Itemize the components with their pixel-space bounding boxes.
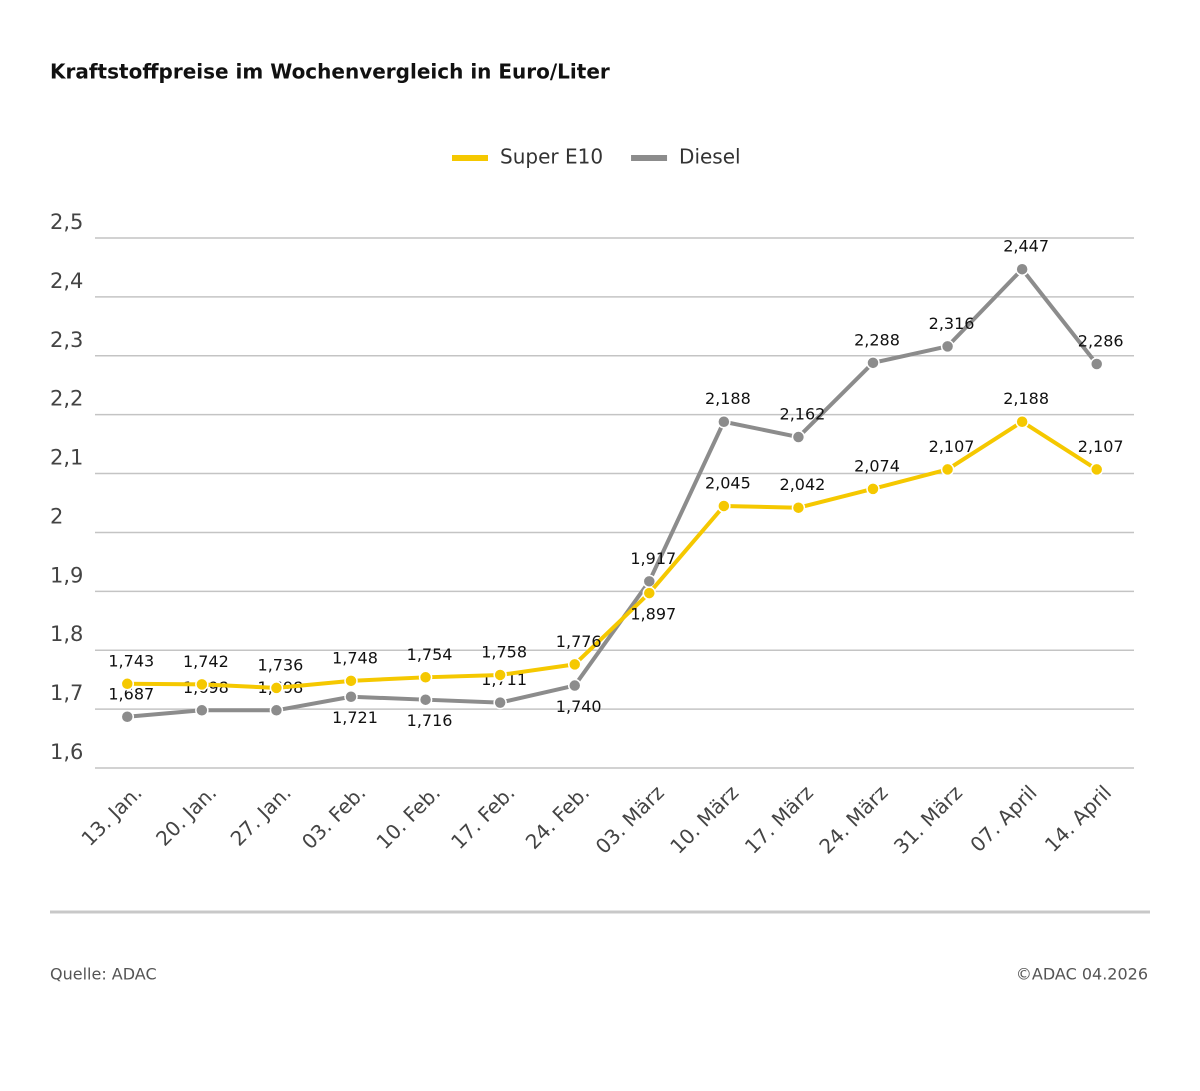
data-label: 2,188 bbox=[705, 389, 751, 408]
data-label: 1,743 bbox=[108, 651, 154, 670]
x-tick-label: 31. März bbox=[889, 780, 967, 858]
y-tick-label: 2,4 bbox=[50, 269, 83, 293]
chart-title: Kraftstoffpreise im Wochenvergleich in E… bbox=[50, 60, 610, 84]
data-label: 2,074 bbox=[854, 456, 900, 475]
data-label: 2,188 bbox=[1003, 389, 1049, 408]
y-tick-label: 2,1 bbox=[50, 446, 83, 470]
data-point bbox=[195, 703, 209, 718]
data-label: 1,687 bbox=[108, 684, 154, 703]
data-label: 2,107 bbox=[929, 437, 975, 456]
y-tick-label: 1,8 bbox=[50, 622, 83, 646]
data-label: 1,742 bbox=[183, 652, 229, 671]
data-point bbox=[642, 586, 657, 600]
data-label: 2,288 bbox=[854, 330, 900, 349]
data-point bbox=[717, 499, 731, 513]
data-label: 1,754 bbox=[407, 645, 453, 664]
y-tick-label: 2,3 bbox=[50, 328, 83, 352]
series-line bbox=[127, 419, 1098, 690]
x-tick-label: 03. März bbox=[591, 780, 669, 858]
y-tick-label: 2,5 bbox=[50, 210, 83, 234]
y-tick-label: 2 bbox=[50, 504, 63, 528]
data-point bbox=[120, 677, 135, 691]
data-point bbox=[567, 678, 582, 693]
series-line bbox=[127, 267, 1099, 719]
data-point bbox=[344, 689, 358, 704]
data-point bbox=[791, 500, 806, 515]
data-point bbox=[567, 657, 582, 672]
data-point bbox=[195, 677, 209, 692]
data-point bbox=[1089, 357, 1104, 371]
x-tick-label: 17. März bbox=[740, 780, 818, 858]
x-tick-label: 24. Feb. bbox=[521, 780, 594, 853]
data-point bbox=[866, 356, 880, 370]
x-tick-label: 10. Feb. bbox=[372, 780, 445, 853]
data-point bbox=[1089, 462, 1104, 477]
data-label: 1,740 bbox=[556, 697, 602, 716]
y-tick-label: 1,6 bbox=[50, 740, 83, 764]
data-label: 2,286 bbox=[1078, 332, 1124, 351]
data-point bbox=[940, 462, 955, 477]
data-point bbox=[418, 670, 433, 685]
y-tick-label: 1,7 bbox=[50, 681, 83, 705]
data-point bbox=[269, 681, 284, 695]
data-point bbox=[791, 430, 806, 444]
data-label: 1,721 bbox=[332, 708, 378, 727]
x-tick-label: 14. April bbox=[1040, 780, 1116, 856]
data-point bbox=[120, 710, 135, 724]
x-tick-label: 27. Jan. bbox=[226, 780, 296, 850]
data-label: 2,107 bbox=[1078, 437, 1124, 456]
x-tick-label: 24. März bbox=[814, 780, 892, 858]
data-label: 1,716 bbox=[407, 711, 453, 730]
x-tick-label: 20. Jan. bbox=[151, 780, 221, 850]
data-label: 2,045 bbox=[705, 473, 751, 492]
data-label: 1,917 bbox=[630, 549, 676, 568]
data-point bbox=[418, 692, 433, 707]
copyright: ©ADAC 04.2026 bbox=[1016, 965, 1148, 984]
data-label: 2,447 bbox=[1003, 237, 1049, 256]
data-label: 1,897 bbox=[630, 605, 676, 624]
data-label: 1,776 bbox=[556, 632, 602, 651]
data-point bbox=[269, 703, 284, 718]
data-point bbox=[493, 668, 507, 682]
legend-label: Diesel bbox=[679, 145, 741, 169]
data-point bbox=[717, 414, 731, 429]
x-tick-label: 13. Jan. bbox=[76, 780, 146, 850]
data-label: 1,758 bbox=[481, 642, 527, 661]
data-point bbox=[344, 674, 358, 688]
x-tick-label: 17. Feb. bbox=[446, 780, 519, 853]
x-tick-label: 10. März bbox=[665, 780, 743, 858]
data-label: 1,736 bbox=[258, 655, 304, 674]
x-tick-label: 03. Feb. bbox=[297, 780, 370, 853]
source: Quelle: ADAC bbox=[50, 965, 157, 984]
data-label: 2,042 bbox=[780, 475, 826, 494]
data-point bbox=[1015, 262, 1029, 276]
data-point bbox=[866, 482, 880, 496]
legend-label: Super E10 bbox=[500, 145, 603, 169]
data-point bbox=[493, 695, 507, 710]
x-tick-label: 07. April bbox=[965, 780, 1041, 856]
data-label: 2,316 bbox=[929, 314, 975, 333]
data-label: 2,162 bbox=[780, 405, 826, 424]
data-label: 1,748 bbox=[332, 648, 378, 667]
data-point bbox=[940, 339, 955, 354]
y-tick-label: 1,9 bbox=[50, 563, 83, 587]
y-tick-label: 2,2 bbox=[50, 387, 83, 411]
data-point bbox=[1015, 414, 1029, 429]
